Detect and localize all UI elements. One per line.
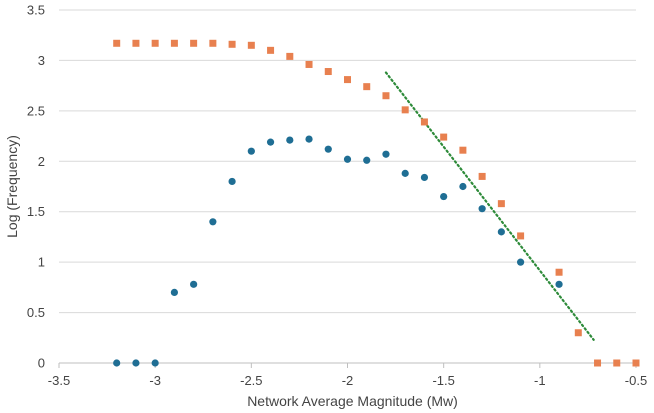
incremental-point [363,156,371,164]
incremental-point [459,182,467,191]
cumulative-point [305,60,313,68]
data-marks [113,39,640,367]
cumulative-point [190,39,198,47]
cumulative-point [517,232,525,240]
cumulative-point [440,133,448,141]
incremental-point [420,173,429,182]
y-axis-title: Log (Frequency) [4,135,20,238]
y-tick-label: 3 [38,53,45,68]
cumulative-point [594,359,602,367]
x-tick-label: -1.5 [432,373,454,388]
incremental-point [382,150,390,158]
cumulative-point [632,359,640,367]
incremental-point [228,177,236,186]
y-tick-label: 2 [38,154,45,169]
cumulative-point [363,83,371,91]
incremental-point [170,288,178,296]
x-tick-label: -3.5 [48,373,70,388]
gridlines [59,9,636,314]
y-tick-label: 0.5 [27,305,45,320]
cumulative-point [574,329,582,337]
cumulative-point [113,39,121,47]
cumulative-point [344,76,351,84]
incremental-point [266,138,275,146]
y-tick-label: 0 [38,356,45,371]
incremental-point [305,135,313,143]
cumulative-point [209,39,217,47]
cumulative-point [555,268,563,276]
cumulative-point [613,359,621,367]
x-tick-label: -0.5 [625,373,647,388]
x-axis-title: Network Average Magnitude (Mw) [247,393,458,409]
y-tick-label: 3.5 [27,3,45,18]
incremental-point [113,359,121,367]
cumulative-point [324,68,332,76]
incremental-point [151,359,159,367]
cumulative-point [286,52,294,60]
incremental-point [401,169,409,177]
cumulative-point [151,39,159,47]
incremental-point [190,280,198,288]
cumulative-point [459,146,467,154]
incremental-point [517,258,525,266]
y-tick-label: 2.5 [27,103,45,118]
incremental-point [209,218,217,226]
incremental-point [440,192,448,201]
cumulative-point [247,41,255,49]
axes [58,362,637,368]
y-tick-labels: 0 0.5 1 1.5 2 2.5 3 3.5 [27,3,45,371]
incremental-point [555,280,563,288]
cumulative-point [478,172,486,180]
cumulative-point [170,39,178,47]
x-tick-label: -1 [534,373,546,388]
cumulative-point [420,118,428,126]
cumulative-point [132,39,140,47]
incremental-point [247,147,255,155]
cumulative-point [382,92,390,100]
fit-line [384,71,595,341]
x-tick-labels: -3.5 -3 -2.5 -2 -1.5 -1 -0.5 [48,373,647,388]
x-tick-label: -2.5 [240,373,262,388]
fit-line-layer [384,71,595,341]
cumulative-point [267,46,275,54]
x-tick-label: -3 [149,373,161,388]
incremental-point [343,155,352,163]
x-tick-label: -2 [342,373,354,388]
incremental-point [286,136,294,144]
y-tick-label: 1 [38,255,45,270]
incremental-point [497,228,505,236]
incremental-point [324,145,332,153]
incremental-point [478,205,486,213]
cumulative-point [497,200,505,208]
y-tick-label: 1.5 [27,204,45,219]
cumulative-point [228,40,236,48]
incremental-point [132,359,140,367]
cumulative-point [401,106,409,114]
